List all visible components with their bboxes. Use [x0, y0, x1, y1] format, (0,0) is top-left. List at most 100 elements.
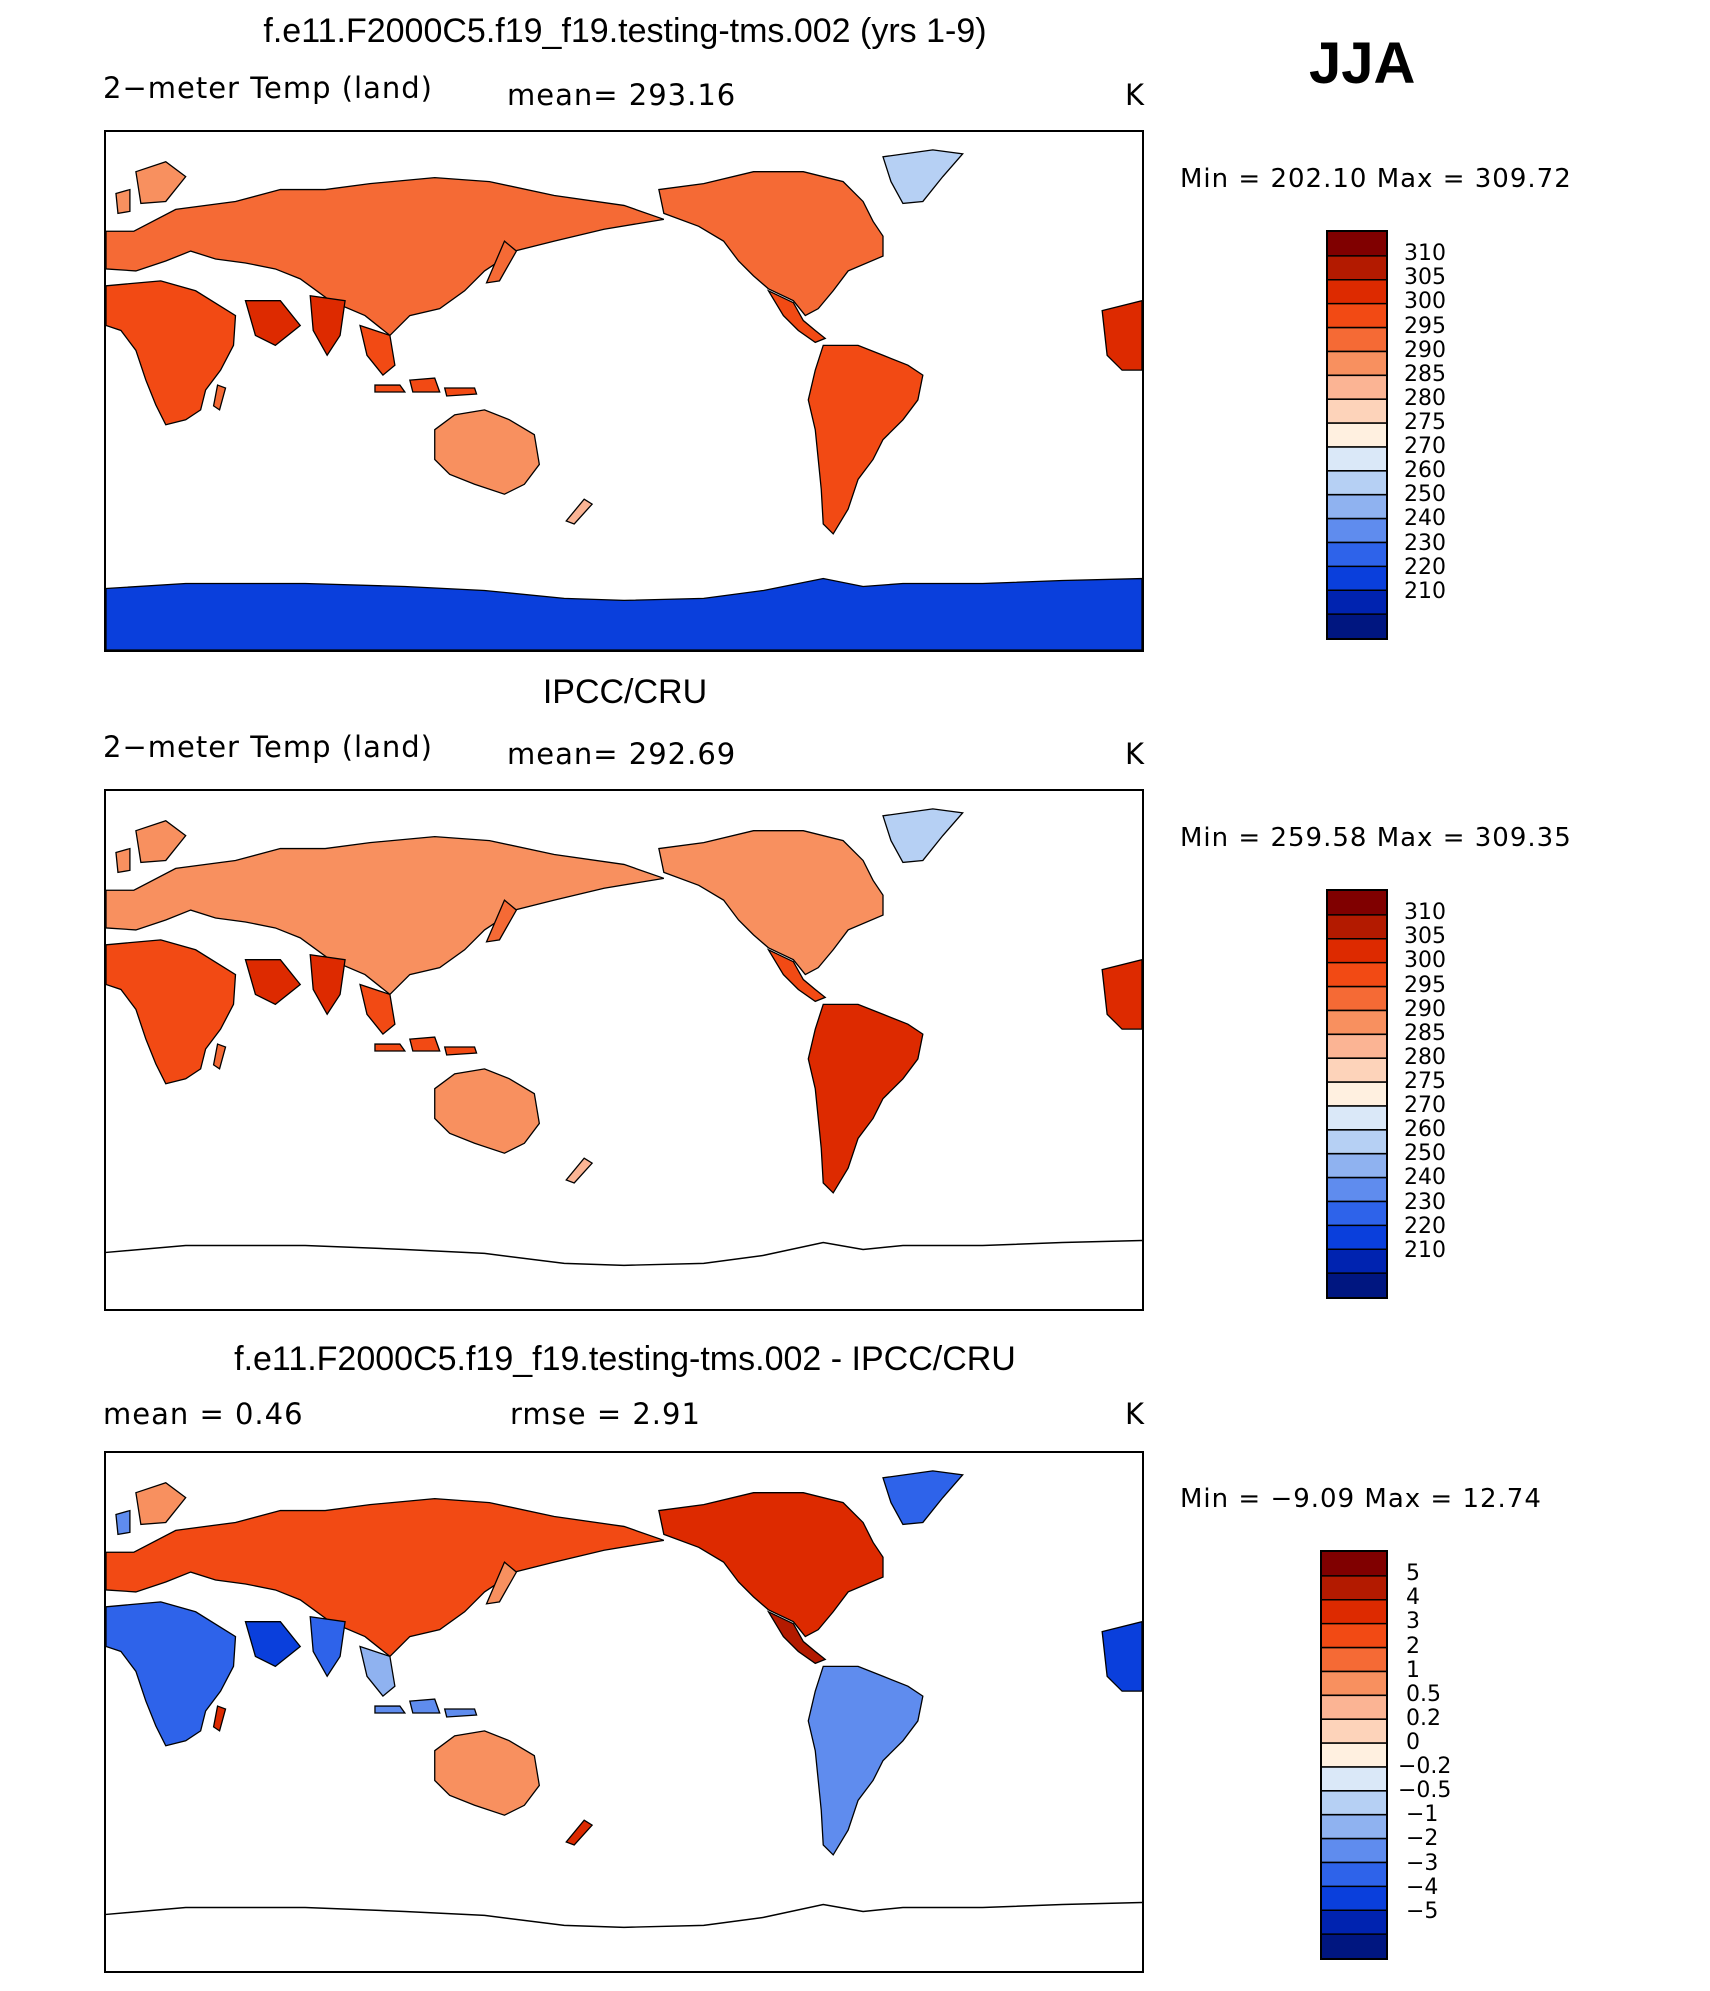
land-africa	[106, 1601, 237, 1747]
panel2-units: K	[1125, 737, 1146, 771]
land-nz	[565, 1157, 594, 1184]
colorbar-label: 305	[1404, 924, 1446, 950]
land-camerica	[766, 948, 827, 1003]
colorbar-swatch	[1328, 255, 1386, 281]
panel3-colorbar	[1320, 1550, 1388, 1960]
panel1-colorbar	[1326, 230, 1388, 640]
colorbar-swatch	[1328, 518, 1386, 544]
colorbar-label: 220	[1404, 1213, 1446, 1239]
colorbar-label: −0.5	[1398, 1778, 1452, 1804]
land-samerica	[807, 344, 924, 535]
colorbar-label: 285	[1404, 1020, 1446, 1046]
panel1-colorbar-svg	[1328, 232, 1386, 638]
land-seasia	[359, 324, 396, 377]
colorbar-swatch	[1322, 1719, 1386, 1744]
colorbar-label: 295	[1404, 972, 1446, 998]
land-scandi	[135, 820, 187, 864]
colorbar-swatch	[1328, 566, 1386, 591]
colorbar-swatch	[1328, 351, 1386, 376]
colorbar-label: −2	[1406, 1826, 1439, 1852]
panel2-map-svg	[106, 808, 1142, 1267]
panel3-minmax: Min = −9.09 Max = 12.74	[1180, 1484, 1542, 1514]
colorbar-swatch	[1322, 1671, 1386, 1696]
panel2-mean: mean= 292.69	[507, 737, 737, 771]
colorbar-label: 285	[1404, 361, 1446, 387]
land-westafrica	[1101, 1621, 1142, 1692]
colorbar-swatch	[1322, 1862, 1386, 1887]
colorbar-label: 270	[1404, 1093, 1446, 1119]
colorbar-swatch	[1328, 1082, 1386, 1107]
land-indonesia	[374, 1698, 478, 1718]
colorbar-swatch	[1328, 399, 1386, 424]
colorbar-label: −0.2	[1398, 1754, 1452, 1780]
land-japan	[485, 1561, 518, 1605]
colorbar-swatch	[1322, 1599, 1386, 1625]
colorbar-label: 275	[1404, 1068, 1446, 1094]
panel1-minmax: Min = 202.10 Max = 309.72	[1180, 164, 1572, 194]
colorbar-swatch	[1328, 914, 1386, 940]
colorbar-swatch	[1328, 1177, 1386, 1203]
land-greenland	[882, 808, 964, 864]
land-eurasia	[106, 836, 665, 996]
land-arabia	[244, 959, 302, 1006]
season-label: JJA	[1309, 31, 1416, 96]
colorbar-label: 230	[1404, 530, 1446, 556]
land-seasia	[359, 1645, 396, 1698]
colorbar-label: 220	[1404, 554, 1446, 580]
land-greenland	[882, 149, 964, 205]
colorbar-swatch	[1322, 1910, 1386, 1935]
colorbar-label: 1	[1406, 1657, 1420, 1683]
panel3-map-svg	[106, 1470, 1142, 1929]
land-africa	[106, 280, 237, 426]
land-australia	[434, 409, 541, 495]
colorbar-label: 295	[1404, 313, 1446, 339]
panel2-minmax: Min = 259.58 Max = 309.35	[1180, 823, 1572, 853]
colorbar-label: 280	[1404, 1044, 1446, 1070]
colorbar-swatch	[1328, 614, 1386, 638]
colorbar-swatch	[1328, 232, 1386, 257]
colorbar-swatch	[1322, 1623, 1386, 1649]
panel3-colorbar-svg	[1322, 1552, 1386, 1958]
colorbar-label: 305	[1404, 265, 1446, 291]
land-namerica	[658, 171, 884, 317]
land-madagascar	[212, 1043, 227, 1070]
colorbar-label: 240	[1404, 1165, 1446, 1191]
colorbar-label: 280	[1404, 385, 1446, 411]
colorbar-label: 0.2	[1406, 1705, 1441, 1731]
colorbar-label: 0.5	[1406, 1681, 1441, 1707]
colorbar-swatch	[1328, 279, 1386, 305]
colorbar-swatch	[1322, 1814, 1386, 1840]
colorbar-swatch	[1328, 1225, 1386, 1250]
panel2-colorbar-svg	[1328, 891, 1386, 1297]
colorbar-swatch	[1322, 1934, 1386, 1958]
colorbar-label: 270	[1404, 434, 1446, 460]
colorbar-swatch	[1328, 470, 1386, 496]
colorbar-label: −3	[1406, 1850, 1439, 1876]
panel3-rmse: rmse = 2.91	[510, 1397, 701, 1431]
colorbar-label: 300	[1404, 948, 1446, 974]
colorbar-swatch	[1322, 1743, 1386, 1768]
colorbar-swatch	[1328, 303, 1386, 329]
colorbar-swatch	[1322, 1766, 1386, 1792]
land-eurasia	[106, 1498, 665, 1658]
colorbar-label: −5	[1406, 1898, 1439, 1924]
colorbar-swatch	[1328, 590, 1386, 615]
panel2-map	[104, 789, 1144, 1311]
colorbar-swatch	[1328, 938, 1386, 964]
panel2-variable: 2−meter Temp (land)	[103, 730, 433, 764]
land-seasia	[359, 983, 396, 1036]
panel2-colorbar	[1326, 889, 1388, 1299]
colorbar-swatch	[1328, 1105, 1386, 1131]
colorbar-label: 300	[1404, 289, 1446, 315]
colorbar-swatch	[1328, 542, 1386, 567]
colorbar-swatch	[1322, 1575, 1386, 1601]
colorbar-swatch	[1328, 1153, 1386, 1179]
land-madagascar	[212, 1705, 227, 1732]
panel1-units: K	[1125, 78, 1146, 112]
land-india	[309, 1615, 346, 1678]
colorbar-label: 290	[1404, 337, 1446, 363]
colorbar-swatch	[1328, 423, 1386, 448]
land-indonesia	[374, 377, 478, 397]
colorbar-swatch	[1328, 1273, 1386, 1297]
colorbar-swatch	[1322, 1838, 1386, 1864]
